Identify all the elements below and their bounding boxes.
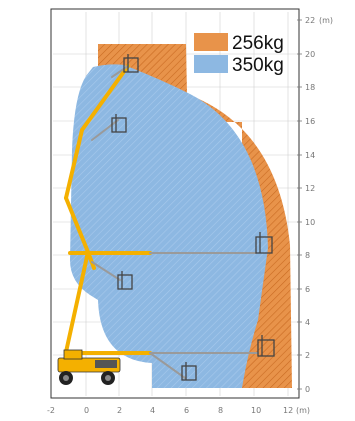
y-tick-label: 14 — [305, 151, 315, 160]
x-tick-label: 10 — [251, 406, 261, 415]
y-tick-label: 12 — [305, 184, 315, 193]
x-tick-label: -2 — [47, 406, 55, 415]
y-axis-unit: (m) — [319, 16, 333, 25]
legend-swatch-350kg — [194, 55, 228, 73]
y-axis: 22 (m) 20 18 16 14 12 10 8 6 4 2 0 — [297, 16, 333, 394]
y-tick-label: 16 — [305, 117, 315, 126]
y-tick-label: 0 — [305, 385, 310, 394]
y-tick-label: 8 — [305, 251, 310, 260]
x-axis-unit: (m) — [296, 406, 310, 415]
x-tick-label: 2 — [117, 406, 122, 415]
y-tick-label: 22 — [305, 16, 315, 25]
x-tick-label: 12 — [283, 406, 293, 415]
y-tick-label: 4 — [305, 318, 310, 327]
x-tick-label: 0 — [84, 406, 89, 415]
legend-label-256kg: 256kg — [232, 33, 284, 54]
x-tick-label: 4 — [150, 406, 155, 415]
x-axis: -2 0 2 4 6 8 10 12 (m) — [47, 406, 310, 415]
y-tick-label: 2 — [305, 351, 310, 360]
legend: 256kg 350kg — [194, 33, 284, 76]
platform-basket-icon — [111, 54, 275, 381]
y-tick-label: 10 — [305, 218, 315, 227]
legend-label-350kg: 350kg — [232, 55, 284, 76]
zone-350kg — [70, 64, 268, 388]
aerial-work-platform-icon — [57, 64, 259, 385]
legend-swatch-256kg — [194, 33, 228, 51]
x-tick-label: 6 — [184, 406, 189, 415]
y-tick-label: 18 — [305, 83, 315, 92]
y-tick-label: 6 — [305, 285, 310, 294]
y-tick-label: 20 — [305, 50, 315, 59]
x-tick-label: 8 — [218, 406, 223, 415]
